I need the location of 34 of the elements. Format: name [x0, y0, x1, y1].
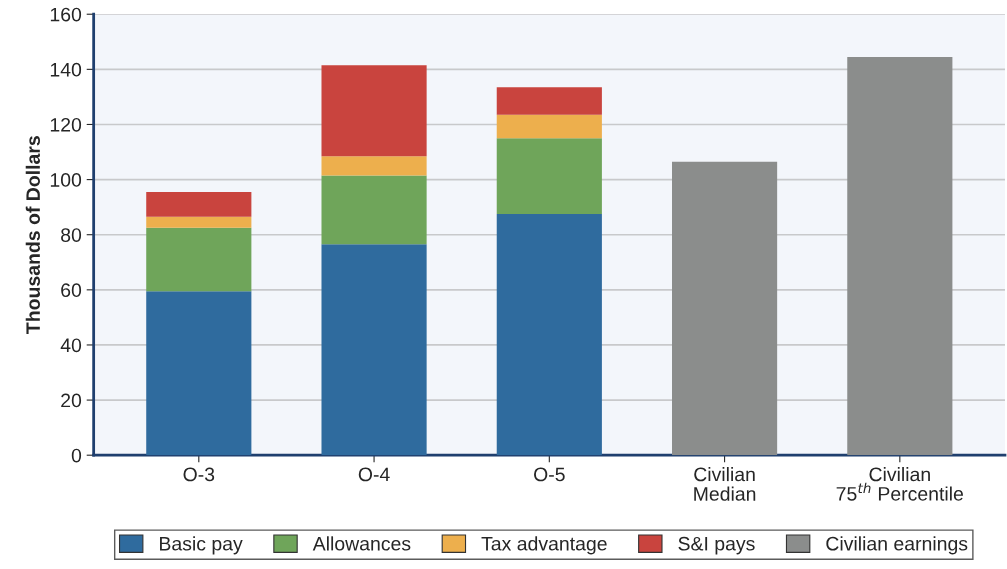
legend-label: Basic pay	[160, 536, 243, 555]
bar	[146, 291, 252, 456]
bar	[146, 216, 252, 228]
y-tick-label: 0	[71, 448, 82, 463]
y-tick-label: 60	[61, 283, 82, 298]
legend-label: Tax advantage	[481, 536, 607, 555]
bar	[847, 56, 953, 456]
y-tick-label: 80	[61, 228, 82, 242]
bar	[496, 114, 602, 139]
bar	[496, 87, 602, 115]
y-tick-label: 20	[61, 393, 82, 408]
y-axis-title: Thousands of Dollars	[25, 136, 41, 334]
x-tick-label: Civilian Median	[694, 467, 756, 501]
legend-label: S&I pays	[678, 536, 755, 555]
legend-label: Civilian earnings	[826, 536, 968, 555]
legend-label: Allowances	[312, 536, 411, 551]
bar	[321, 156, 427, 176]
x-tick-label: Civilian 75$^{th}$ Percentile	[836, 467, 963, 501]
bar	[672, 161, 778, 456]
bar	[321, 65, 427, 157]
y-tick-label: 40	[60, 338, 82, 353]
x-tick-label: O-5	[534, 467, 565, 482]
y-tick-label: 140	[50, 62, 82, 77]
bar	[496, 214, 602, 456]
x-tick-label: O-3	[183, 467, 215, 482]
x-tick-label: O-4	[358, 467, 390, 482]
bar	[321, 175, 427, 245]
y-tick-label: 100	[50, 173, 82, 187]
bar	[496, 138, 602, 215]
bar	[146, 191, 252, 217]
y-tick-label: 120	[50, 117, 82, 132]
bar	[146, 227, 252, 292]
bar	[321, 244, 427, 456]
y-tick-label: 160	[50, 7, 82, 22]
